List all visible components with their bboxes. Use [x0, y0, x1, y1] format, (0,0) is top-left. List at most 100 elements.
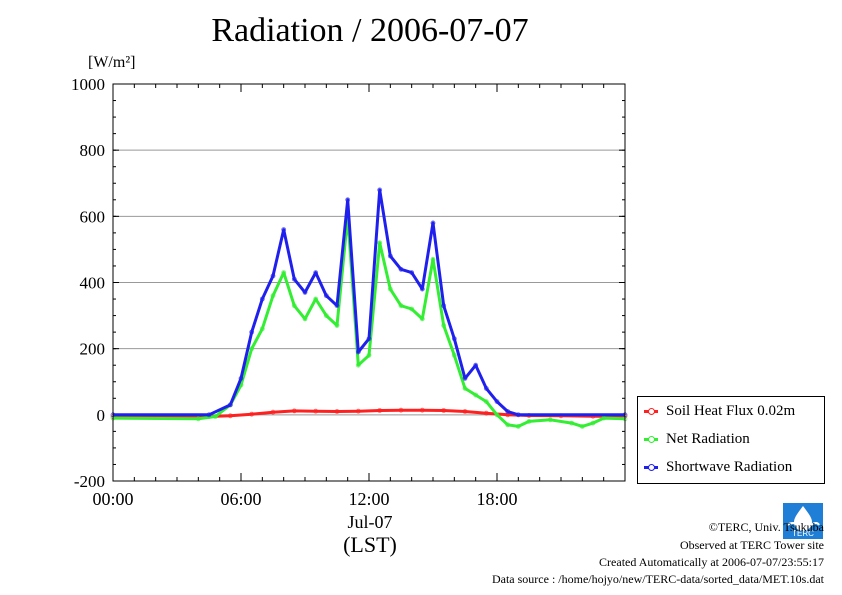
series-point: [419, 407, 425, 413]
y-tick-label: -200: [74, 472, 105, 491]
series-point: [441, 323, 447, 328]
series-point: [355, 408, 361, 414]
series-point: [494, 399, 500, 405]
series-point: [579, 423, 585, 429]
series-point: [212, 414, 218, 419]
series-point: [419, 316, 425, 322]
y-tick-label: 200: [80, 340, 106, 359]
y-tick-label: 600: [80, 207, 106, 226]
series-point: [281, 270, 287, 276]
series-line: [113, 188, 625, 417]
series-point: [398, 407, 404, 413]
series-point: [313, 408, 319, 414]
series-point: [366, 336, 372, 342]
series-point: [569, 420, 575, 426]
series-point: [355, 362, 361, 368]
legend: Soil Heat Flux 0.02m Net Radiation Short…: [637, 396, 825, 484]
legend-swatch-net: [644, 435, 658, 443]
credit-line-2: Observed at TERC Tower site: [679, 538, 824, 552]
series-point: [515, 412, 521, 418]
series-point: [590, 420, 596, 426]
series-point: [302, 316, 308, 322]
legend-item-soil-heat-flux: Soil Heat Flux 0.02m: [644, 401, 795, 421]
x-tick-label: 00:00: [92, 489, 133, 509]
series-point: [441, 303, 447, 309]
y-tick-label: 0: [97, 406, 106, 425]
series-point: [526, 418, 532, 424]
series-point: [409, 270, 415, 276]
series-point: [195, 416, 201, 422]
y-axis-unit: [W/m²]: [88, 54, 136, 71]
legend-label-soil: Soil Heat Flux 0.02m: [666, 402, 796, 419]
series-point: [483, 399, 489, 405]
series-point: [323, 313, 329, 319]
series-point: [259, 326, 265, 332]
series-point: [387, 253, 393, 259]
x-tick-label: 12:00: [348, 489, 389, 509]
series-point: [398, 303, 404, 309]
series-point: [419, 286, 425, 292]
series-point: [259, 296, 265, 302]
series-point: [473, 362, 479, 368]
series-point: [281, 227, 287, 233]
series-point: [270, 293, 276, 299]
series-point: [505, 409, 511, 414]
series-point: [483, 410, 489, 416]
series-point: [377, 187, 383, 193]
x-tick-label: 18:00: [476, 489, 517, 509]
series-point: [355, 349, 361, 355]
legend-label-shortwave: Shortwave Radiation: [666, 458, 793, 475]
legend-swatch-shortwave: [644, 463, 658, 471]
series-point: [473, 392, 479, 398]
grid-lines: [113, 149, 625, 416]
series-point: [238, 375, 244, 381]
series-point: [377, 240, 383, 246]
credit-line-1: ©TERC, Univ. Tsukuba: [708, 520, 824, 534]
series-point: [206, 412, 212, 418]
series-point: [398, 266, 404, 272]
series-point: [345, 197, 351, 203]
series-point: [323, 293, 329, 299]
series-point: [249, 411, 255, 417]
series-point: [313, 296, 319, 302]
series-point: [430, 256, 436, 262]
series-point: [227, 402, 233, 408]
series-point: [430, 220, 436, 226]
series-point: [377, 408, 383, 413]
series-point: [547, 417, 553, 423]
series-point: [451, 336, 457, 342]
series-point: [227, 413, 233, 419]
chart-title: Radiation / 2006-07-07: [211, 12, 529, 49]
credit-line-3: Created Automatically at 2006-07-07/23:5…: [599, 555, 824, 569]
series-point: [462, 375, 468, 381]
x-axis-date-label: Jul-07: [347, 512, 393, 532]
y-tick-label: 1000: [71, 75, 105, 94]
series-point: [366, 352, 372, 358]
terc-logo-icon: TERC: [783, 503, 823, 539]
logo-text: TERC: [792, 529, 814, 538]
series-point: [249, 346, 255, 352]
series-point: [302, 289, 308, 295]
series-point: [387, 286, 393, 292]
credit-line-4: Data source : /home/hojyo/new/TERC-data/…: [491, 572, 824, 586]
x-axis-timezone-label: (LST): [343, 532, 397, 557]
series-2: [110, 187, 628, 418]
legend-label-net: Net Radiation: [666, 430, 750, 447]
series-point: [334, 323, 340, 328]
series-point: [270, 273, 276, 279]
y-tick-label: 400: [80, 274, 106, 293]
series-point: [494, 412, 500, 418]
series-point: [441, 408, 447, 413]
series-point: [462, 409, 468, 414]
series-point: [515, 423, 521, 429]
series-point: [291, 408, 297, 414]
series-point: [270, 409, 276, 415]
series-point: [451, 352, 457, 358]
plot-frame: [112, 83, 626, 482]
x-tick-label: 06:00: [220, 489, 261, 509]
legend-swatch-soil: [644, 407, 658, 415]
legend-item-shortwave: Shortwave Radiation: [644, 457, 792, 477]
series-point: [291, 276, 297, 282]
series-point: [505, 422, 511, 428]
